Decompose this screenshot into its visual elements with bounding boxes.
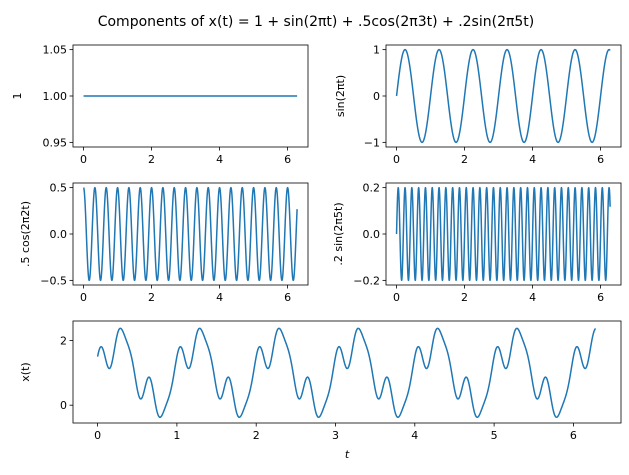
subplot-5: 0 1 2 3 4 5 6 0 2 x(t) t <box>19 320 622 461</box>
y-tick-label: 0.0 <box>363 228 381 241</box>
y-tick-label: −0.5 <box>40 274 67 287</box>
x-tick-label: 4 <box>529 153 536 166</box>
y-tick-label: 0 <box>373 90 380 103</box>
x-tick-label: 2 <box>148 153 155 166</box>
x-tick-label: 0 <box>80 291 87 304</box>
y-axis-label: x(t) <box>19 362 32 381</box>
axes-frame <box>72 320 622 424</box>
subplot-4: 0 2 4 6 −0.2 0.0 0.2 .2 sin(2π5t) <box>332 182 622 304</box>
axes-container: 0 2 4 6 0.95 1.00 1.05 1 0 2 4 6 −1 0 1 sin(2πt) 0 2 4 6 −0.… <box>11 44 622 461</box>
x-tick-label: 6 <box>597 291 604 304</box>
y-tick-label: 1.05 <box>43 44 68 57</box>
subplot-2: 0 2 4 6 −1 0 1 sin(2πt) <box>334 44 622 166</box>
x-tick-label: 1 <box>173 429 180 442</box>
y-tick-label: 0.0 <box>50 228 68 241</box>
x-tick-label: 4 <box>529 291 536 304</box>
x-tick-label: 6 <box>284 291 291 304</box>
y-tick-label: −1 <box>364 136 380 149</box>
x-tick-label: 3 <box>332 429 339 442</box>
figure-title: Components of x(t) = 1 + sin(2πt) + .5co… <box>98 14 535 30</box>
y-tick-label: 1.00 <box>43 90 68 103</box>
x-tick-label: 6 <box>284 153 291 166</box>
y-axis-label: sin(2πt) <box>334 75 347 117</box>
x-tick-label: 0 <box>393 153 400 166</box>
x-tick-label: 6 <box>570 429 577 442</box>
x-tick-label: 6 <box>597 153 604 166</box>
y-tick-label: 0.5 <box>50 182 68 195</box>
subplot-1: 0 2 4 6 0.95 1.00 1.05 1 <box>11 44 309 166</box>
y-axis-label: 1 <box>11 93 24 100</box>
y-tick-label: −0.2 <box>353 274 380 287</box>
x-tick-label: 0 <box>94 429 101 442</box>
x-tick-label: 2 <box>461 291 468 304</box>
series-line-4-1 <box>395 186 611 282</box>
x-tick-label: 2 <box>461 153 468 166</box>
x-tick-label: 0 <box>80 153 87 166</box>
x-tick-label: 4 <box>216 153 223 166</box>
y-tick-label: 1 <box>373 44 380 57</box>
y-tick-label: 0.2 <box>363 182 381 195</box>
x-tick-label: 5 <box>491 429 498 442</box>
x-axis-label: t <box>345 448 350 461</box>
y-axis-label: .5 cos(2π2t) <box>19 201 32 267</box>
x-tick-label: 2 <box>253 429 260 442</box>
x-tick-label: 4 <box>216 291 223 304</box>
x-tick-label: 0 <box>393 291 400 304</box>
subplot-3: 0 2 4 6 −0.5 0.0 0.5 .5 cos(2π2t) <box>19 182 309 304</box>
y-tick-label: 0 <box>60 399 67 412</box>
series-line-5-1 <box>96 327 597 419</box>
x-tick-label: 2 <box>148 291 155 304</box>
y-tick-label: 0.95 <box>43 136 68 149</box>
x-tick-label: 4 <box>411 429 418 442</box>
y-tick-label: 2 <box>60 334 67 347</box>
y-axis-label: .2 sin(2π5t) <box>332 202 345 265</box>
series-line-3-1 <box>82 186 298 282</box>
series-line-2-1 <box>395 48 611 144</box>
